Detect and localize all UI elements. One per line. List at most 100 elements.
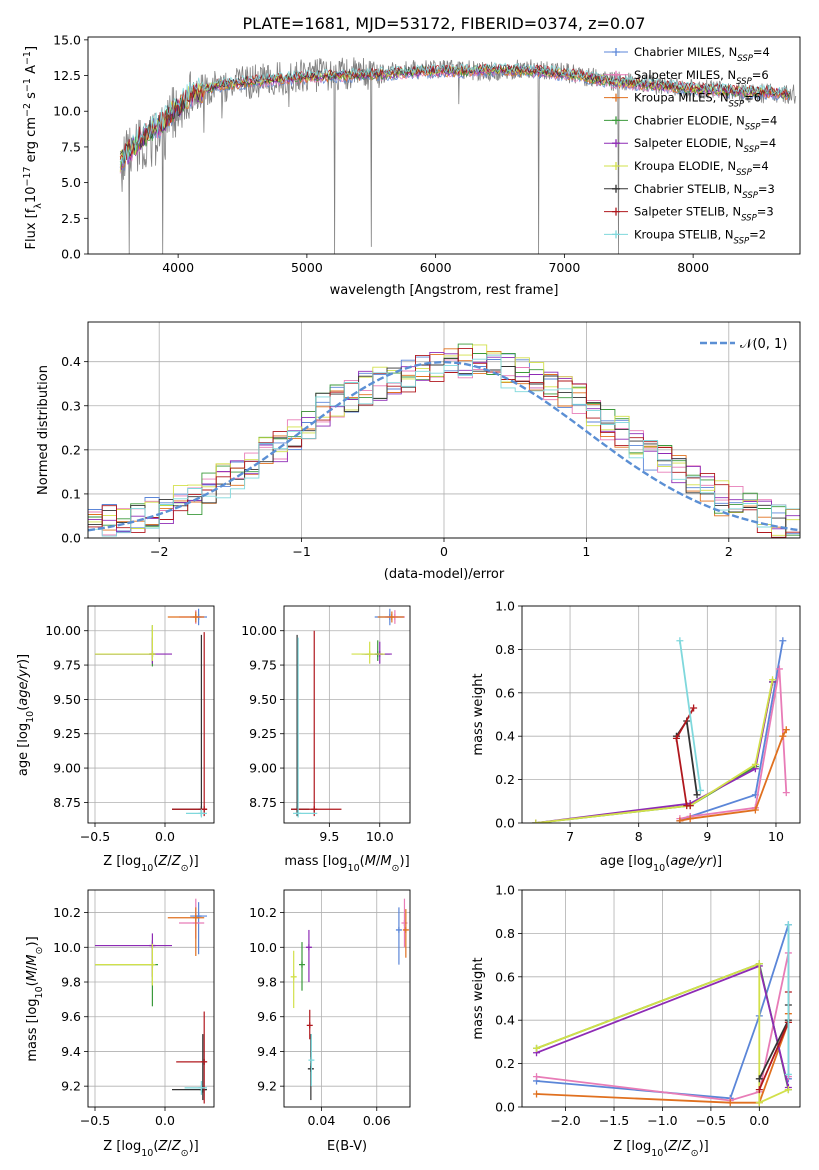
label-part: )] xyxy=(16,654,31,664)
axes-frame xyxy=(87,36,801,255)
legend-entry: Chabrier ELODIE, NSSP=4 xyxy=(634,113,777,132)
plot-area xyxy=(533,921,792,1107)
axes-frame xyxy=(521,605,801,824)
label-part: 10 xyxy=(651,1148,663,1159)
legend-subscript: SSP xyxy=(745,122,761,132)
x-tick-label: 0.04 xyxy=(307,1113,335,1128)
legend-entry: Salpeter MILES, NSSP=6 xyxy=(634,68,769,87)
y-tick-label: 0.2 xyxy=(61,442,81,457)
legend-subscript: SSP xyxy=(737,54,753,64)
plot-area xyxy=(291,608,405,818)
label-part: M xyxy=(365,854,376,869)
label-part: )] xyxy=(712,854,722,869)
label-part: −17 xyxy=(22,166,33,186)
series-point xyxy=(784,1086,792,1094)
label-part: Z [log xyxy=(103,1139,141,1154)
legend-marker xyxy=(612,139,620,148)
label-part: −1 xyxy=(22,51,33,65)
label-part: M xyxy=(380,854,391,869)
axes-frame xyxy=(521,889,801,1108)
y-tick-label: 0.2 xyxy=(495,1056,515,1071)
label-part: mass [log xyxy=(284,854,347,869)
label-part: ( xyxy=(153,1139,158,1154)
series-point xyxy=(769,676,777,684)
series-point xyxy=(755,960,763,968)
label-part: / xyxy=(167,854,172,869)
x-axis-label: (data-model)/error xyxy=(384,567,505,582)
legend-text: Salpeter STELIB, N xyxy=(634,205,741,219)
axes-frame xyxy=(283,889,411,1108)
series-point xyxy=(779,637,787,645)
y-tick-label: 10.2 xyxy=(53,905,81,920)
x-tick-label: 1 xyxy=(582,544,590,559)
x-tick-label: 9 xyxy=(703,829,711,844)
y-tick-label: 0.0 xyxy=(61,531,81,546)
x-tick-label: 2 xyxy=(725,544,733,559)
data-point xyxy=(290,973,297,980)
label-part: ⊙ xyxy=(181,863,189,874)
series-line xyxy=(679,640,702,791)
y-tick-label: 0.2 xyxy=(495,772,515,787)
series-point xyxy=(751,806,759,814)
label-part: ( xyxy=(16,706,31,711)
legend-count: =4 xyxy=(752,159,769,173)
plot-area xyxy=(95,608,208,818)
legend-subscript: SSP xyxy=(729,100,745,110)
data-point xyxy=(305,944,312,951)
data-point xyxy=(192,613,199,620)
y-tick-label: 9.8 xyxy=(257,975,277,990)
label-part: ⊙ xyxy=(392,863,400,874)
data-point xyxy=(388,613,395,620)
series-point xyxy=(755,1075,763,1083)
label-part: M xyxy=(25,954,40,965)
legend-entry: Chabrier STELIB, NSSP=3 xyxy=(634,182,775,201)
data-point xyxy=(402,926,409,933)
series-point xyxy=(755,1099,763,1107)
data-point xyxy=(366,651,373,658)
data-point xyxy=(395,926,402,933)
label-part: A xyxy=(24,65,39,78)
legend-text: Chabrier ELODIE, N xyxy=(634,113,745,127)
legend-entry: 𝒩(0, 1) xyxy=(740,337,787,352)
label-part: 10 xyxy=(141,863,153,874)
x-axis-label: Z [log10(Z/Z⊙)] xyxy=(103,1139,198,1159)
data-point xyxy=(201,806,208,813)
y-tick-label: 0.1 xyxy=(61,486,81,501)
y-tick-label: 10.00 xyxy=(241,623,277,638)
label-part: Z xyxy=(171,854,182,869)
y-tick-label: 10.0 xyxy=(53,940,81,955)
y-tick-label: 9.00 xyxy=(249,761,277,776)
legend-subscript: SSP xyxy=(742,191,758,201)
legend-text: Kroupa STELIB, N xyxy=(634,227,734,241)
legend-subscript: SSP xyxy=(736,77,752,87)
series-line xyxy=(536,962,789,1105)
legend-subscript: SSP xyxy=(744,145,760,155)
label-part: / xyxy=(376,854,381,869)
legend-count: =4 xyxy=(753,45,770,59)
residual-histogram xyxy=(88,351,800,533)
plot-area xyxy=(95,898,208,1104)
label-part: Z [log xyxy=(613,1139,651,1154)
label-part: Z xyxy=(681,1139,692,1154)
axes-spectrum: 4000 5000 6000 7000 8000 0.0 2.5 5.0 7.5 10.0 12.5… xyxy=(22,32,801,298)
y-tick-label: 9.50 xyxy=(53,692,81,707)
y-tick-label: 0.4 xyxy=(495,729,515,744)
x-tick-label: −0.5 xyxy=(80,1113,110,1128)
x-tick-label: 5000 xyxy=(291,260,323,275)
y-tick-label: 9.4 xyxy=(61,1044,81,1059)
x-axis-label: age [log10(age/yr)] xyxy=(600,854,722,874)
legend-subscript: SSP xyxy=(741,214,757,224)
data-point xyxy=(198,810,205,817)
series-point xyxy=(726,1099,734,1107)
y-tick-label: 8.75 xyxy=(53,795,81,810)
x-tick-label: −2 xyxy=(150,544,168,559)
plot-area xyxy=(88,343,800,538)
label-part: ( xyxy=(360,854,365,869)
axes-frame xyxy=(283,605,411,824)
model-spectrum-line xyxy=(119,61,790,166)
model-spectrum-line xyxy=(119,66,790,169)
series-line xyxy=(679,640,784,822)
label-part: age/yr xyxy=(16,662,31,705)
